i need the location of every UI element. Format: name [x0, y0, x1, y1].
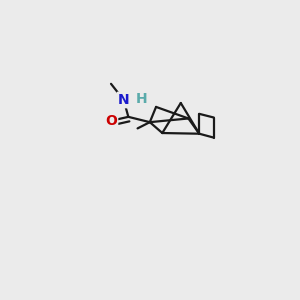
Text: H: H [136, 92, 147, 106]
Text: O: O [105, 114, 117, 128]
Text: N: N [118, 93, 130, 107]
